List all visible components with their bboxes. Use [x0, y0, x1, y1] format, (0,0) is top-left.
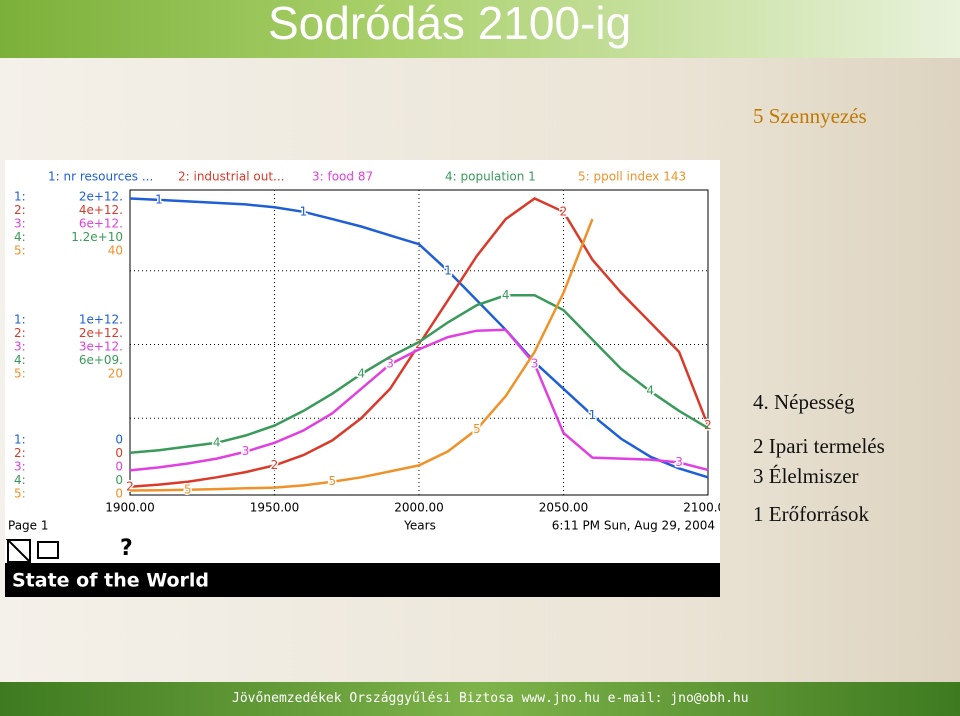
y-tick-label: 0 [115, 446, 123, 460]
series-line [129, 294, 709, 454]
banner [0, 0, 960, 58]
y-axis-prefix: 3: [14, 217, 26, 231]
page-label: Page 1 [8, 519, 49, 533]
note: 2 Ipari termelés [753, 434, 885, 458]
series-marker: 2 [704, 418, 712, 432]
y-tick-label: 2e+12. [79, 326, 123, 340]
series-line [129, 197, 710, 489]
series-marker: 2 [126, 479, 134, 493]
y-tick-label: 3e+12. [79, 340, 123, 354]
series-line [129, 197, 709, 479]
series-marker: 4 [213, 435, 221, 449]
y-tick-label: 2e+12. [79, 190, 123, 204]
slide-title: Sodródás 2100-ig [268, 0, 632, 49]
y-tick-label: 20 [108, 367, 123, 381]
legend-entry: 4: population 1 [445, 170, 536, 184]
timestamp: 6:11 PM Sun, Aug 29, 2004 [552, 519, 715, 533]
series-marker: 3 [675, 455, 683, 469]
x-tick-label: 2100.00 [683, 501, 720, 515]
series-marker: 5 [328, 474, 336, 488]
legend-entry: 2: industrial out... [178, 170, 284, 184]
y-tick-label: 1e+12. [79, 313, 123, 327]
y-axis-prefix: 2: [14, 203, 26, 217]
series-marker: 5 [473, 422, 481, 436]
x-tick-label: 1950.00 [250, 501, 300, 515]
note: 5 Szennyezés [753, 104, 867, 128]
legend-entry: 3: food 87 [312, 170, 373, 184]
y-tick-label: 0 [115, 433, 123, 447]
y-tick-label: 40 [108, 244, 123, 258]
model-name: State of the World [12, 570, 209, 592]
legend-entry: 1: nr resources ... [48, 170, 153, 184]
x-tick-label: 1900.00 [105, 501, 155, 515]
series-marker: 5 [184, 482, 192, 496]
y-axis-prefix: 1: [14, 190, 26, 204]
y-axis-prefix: 1: [14, 433, 26, 447]
y-axis-prefix: 4: [14, 230, 26, 244]
series-marker: 4 [646, 384, 654, 398]
legend-entry: 5: ppoll index 143 [578, 170, 686, 184]
series-line [129, 218, 594, 492]
y-axis-prefix: 4: [14, 353, 26, 367]
x-tick-label: 2050.00 [539, 501, 589, 515]
series-marker: 1 [300, 204, 308, 218]
y-axis-prefix: 1: [14, 313, 26, 327]
help-icon[interactable]: ? [120, 536, 133, 561]
y-tick-label: 6e+09. [79, 353, 123, 367]
y-axis-prefix: 3: [14, 460, 26, 474]
y-axis-prefix: 2: [14, 446, 26, 460]
series-marker: 1 [155, 192, 163, 206]
note: 1 Erőforrások [753, 502, 870, 526]
y-axis-prefix: 3: [14, 340, 26, 354]
y-axis-prefix: 5: [14, 244, 26, 258]
series-marker: 2 [415, 337, 423, 351]
note: 4. Népesség [753, 390, 855, 414]
x-axis-label: Years [403, 519, 436, 533]
y-tick-label: 0 [115, 460, 123, 474]
y-tick-label: 6e+12. [79, 217, 123, 231]
y-axis-prefix: 2: [14, 326, 26, 340]
y-tick-label: 4e+12. [79, 203, 123, 217]
y-tick-label: 1.2e+10 [71, 230, 123, 244]
series-marker: 3 [242, 444, 250, 458]
y-tick-label: 0 [115, 473, 123, 487]
series-line [129, 328, 709, 472]
y-axis-prefix: 4: [14, 473, 26, 487]
series-marker: 4 [502, 288, 510, 302]
series-marker: 1 [589, 408, 597, 422]
footer: Jövőnemzedékek Országgyűlési Biztosa www… [0, 682, 960, 716]
y-tick-label: 0 [115, 487, 123, 501]
series-marker: 3 [386, 357, 394, 371]
y-axis-prefix: 5: [14, 487, 26, 501]
chart: State of the World Page 1 ? Years 6:11 P… [5, 160, 720, 597]
y-axis-prefix: 5: [14, 367, 26, 381]
series-marker: 4 [357, 367, 365, 381]
series-marker: 2 [271, 458, 279, 472]
series-marker: 3 [531, 357, 539, 371]
series-marker: 2 [560, 204, 568, 218]
note: 3 Élelmiszer [753, 464, 859, 488]
series-marker: 1 [444, 263, 452, 277]
x-tick-label: 2000.00 [394, 501, 444, 515]
